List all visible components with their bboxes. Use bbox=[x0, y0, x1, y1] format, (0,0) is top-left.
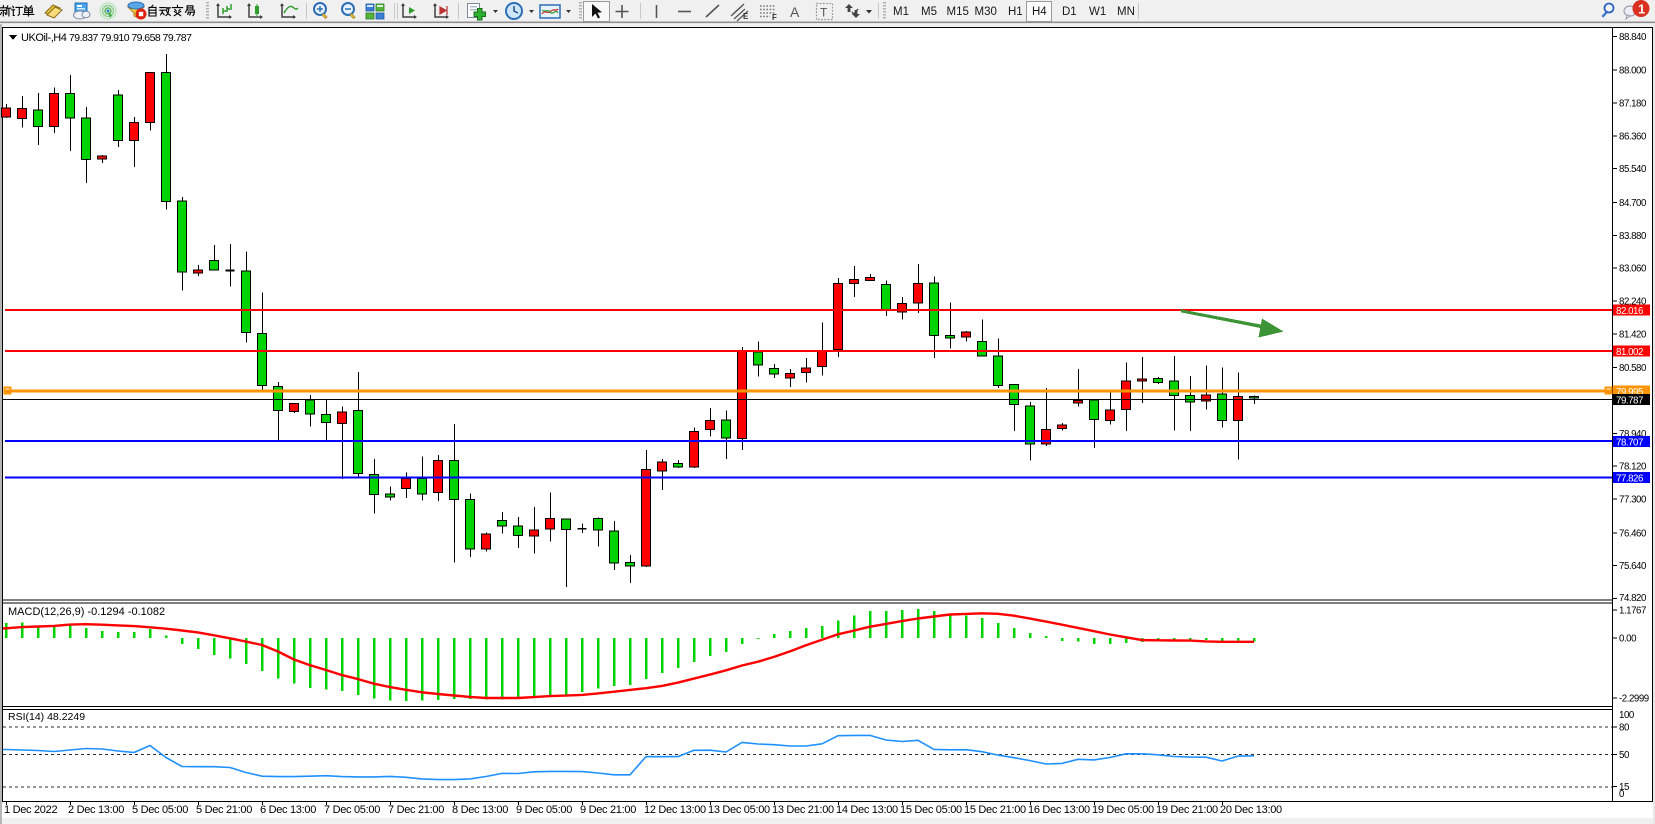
svg-text:0: 0 bbox=[1619, 789, 1625, 800]
svg-text:-2.2999: -2.2999 bbox=[1619, 694, 1649, 705]
svg-text:82.016: 82.016 bbox=[1616, 306, 1643, 317]
svg-text:19 Dec 21:00: 19 Dec 21:00 bbox=[1156, 804, 1218, 816]
svg-text:1.1767: 1.1767 bbox=[1619, 606, 1646, 617]
svg-text:14 Dec 13:00: 14 Dec 13:00 bbox=[836, 804, 898, 816]
svg-text:0.00: 0.00 bbox=[1619, 634, 1637, 645]
svg-text:80: 80 bbox=[1619, 723, 1630, 734]
svg-text:F: F bbox=[772, 13, 777, 22]
svg-text:D1: D1 bbox=[1062, 6, 1077, 18]
svg-text:M5: M5 bbox=[921, 6, 937, 18]
svg-text:RSI(14) 48.2249: RSI(14) 48.2249 bbox=[8, 711, 85, 723]
svg-text:6 Dec 13:00: 6 Dec 13:00 bbox=[260, 804, 316, 816]
svg-text:81.420: 81.420 bbox=[1619, 329, 1647, 340]
svg-text:78.120: 78.120 bbox=[1619, 462, 1647, 473]
svg-text:12 Dec 13:00: 12 Dec 13:00 bbox=[644, 804, 706, 816]
svg-text:74.820: 74.820 bbox=[1619, 593, 1647, 604]
svg-text:9 Dec 21:00: 9 Dec 21:00 bbox=[580, 804, 636, 816]
svg-text:5 Dec 05:00: 5 Dec 05:00 bbox=[132, 804, 188, 816]
svg-text:78.707: 78.707 bbox=[1616, 438, 1643, 449]
svg-text:77.300: 77.300 bbox=[1619, 495, 1647, 506]
svg-text:19 Dec 05:00: 19 Dec 05:00 bbox=[1092, 804, 1154, 816]
svg-text:50: 50 bbox=[1619, 750, 1630, 761]
svg-text:78.940: 78.940 bbox=[1619, 429, 1647, 440]
svg-text:15 Dec 05:00: 15 Dec 05:00 bbox=[900, 804, 962, 816]
svg-text:20 Dec 13:00: 20 Dec 13:00 bbox=[1220, 804, 1282, 816]
svg-text:87.180: 87.180 bbox=[1619, 98, 1647, 109]
svg-text:H4: H4 bbox=[1032, 6, 1047, 18]
svg-text:88.000: 88.000 bbox=[1619, 66, 1647, 77]
svg-text:79.787: 79.787 bbox=[1616, 396, 1643, 407]
svg-text:M15: M15 bbox=[947, 6, 969, 18]
svg-text:8 Dec 13:00: 8 Dec 13:00 bbox=[452, 804, 508, 816]
svg-text:15 Dec 21:00: 15 Dec 21:00 bbox=[964, 804, 1026, 816]
svg-text:M1: M1 bbox=[893, 6, 909, 18]
svg-text:81.002: 81.002 bbox=[1616, 347, 1643, 358]
svg-text:77.826: 77.826 bbox=[1616, 474, 1643, 485]
svg-text:84.700: 84.700 bbox=[1619, 198, 1647, 209]
svg-text:100: 100 bbox=[1619, 710, 1635, 721]
svg-text:88.840: 88.840 bbox=[1619, 32, 1647, 43]
svg-text:H1: H1 bbox=[1008, 6, 1023, 18]
svg-text:80.580: 80.580 bbox=[1619, 363, 1647, 374]
svg-text:7 Dec 21:00: 7 Dec 21:00 bbox=[388, 804, 444, 816]
svg-text:1 Dec 2022: 1 Dec 2022 bbox=[4, 804, 57, 816]
svg-text:T: T bbox=[820, 6, 828, 20]
svg-text:7 Dec 05:00: 7 Dec 05:00 bbox=[324, 804, 380, 816]
svg-text:16 Dec 13:00: 16 Dec 13:00 bbox=[1028, 804, 1090, 816]
svg-text:15: 15 bbox=[1619, 782, 1629, 793]
svg-text:A: A bbox=[790, 4, 800, 20]
svg-text:86.360: 86.360 bbox=[1619, 131, 1647, 142]
svg-text:82.240: 82.240 bbox=[1619, 297, 1647, 308]
svg-text:2 Dec 13:00: 2 Dec 13:00 bbox=[68, 804, 124, 816]
svg-text:79.837 79.910 79.658 79.787: 79.837 79.910 79.658 79.787 bbox=[69, 32, 192, 44]
svg-text:83.880: 83.880 bbox=[1619, 231, 1647, 242]
svg-text:9 Dec 05:00: 9 Dec 05:00 bbox=[516, 804, 572, 816]
svg-text:79.995: 79.995 bbox=[1616, 387, 1643, 398]
svg-text:83.060: 83.060 bbox=[1619, 264, 1647, 275]
svg-text:MACD(12,26,9) -0.1294 -0.1082: MACD(12,26,9) -0.1294 -0.1082 bbox=[8, 606, 165, 618]
svg-text:E: E bbox=[743, 12, 749, 21]
svg-text:85.540: 85.540 bbox=[1619, 164, 1647, 175]
svg-text:5 Dec 21:00: 5 Dec 21:00 bbox=[196, 804, 252, 816]
svg-text:UKOil-,H4: UKOil-,H4 bbox=[21, 32, 67, 44]
svg-text:13 Dec 05:00: 13 Dec 05:00 bbox=[708, 804, 770, 816]
svg-text:M30: M30 bbox=[975, 6, 997, 18]
svg-text:MN: MN bbox=[1117, 6, 1135, 18]
svg-text:13 Dec 21:00: 13 Dec 21:00 bbox=[772, 804, 834, 816]
svg-text:75.640: 75.640 bbox=[1619, 561, 1647, 572]
svg-text:76.460: 76.460 bbox=[1619, 528, 1647, 539]
svg-text:1: 1 bbox=[1638, 2, 1645, 17]
svg-text:W1: W1 bbox=[1089, 6, 1106, 18]
